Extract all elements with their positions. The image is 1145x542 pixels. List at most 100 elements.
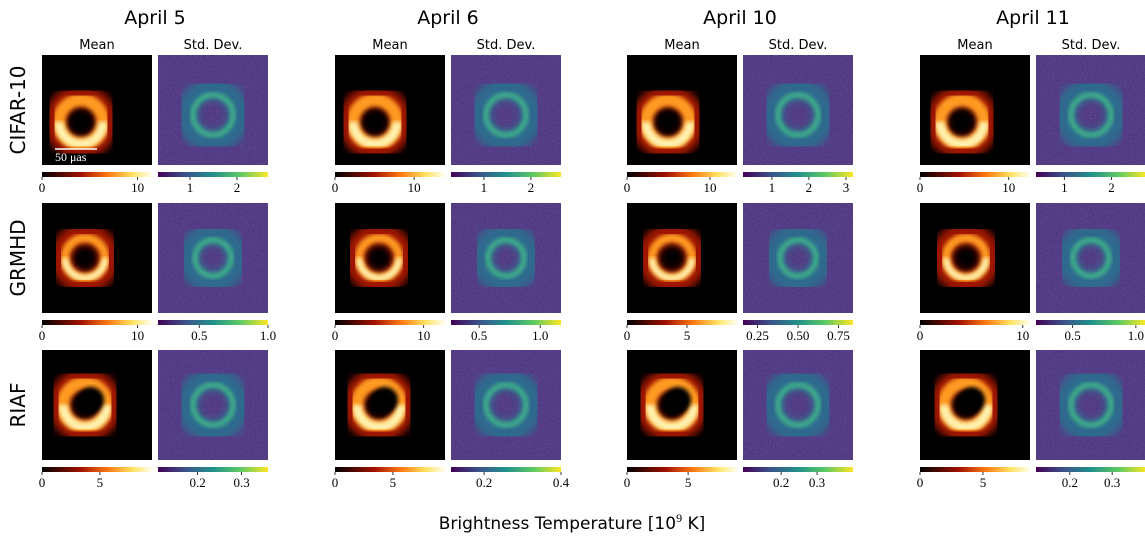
colorbar-tick-label: 0 — [39, 180, 46, 195]
std-image — [1036, 55, 1145, 165]
colorbar — [158, 320, 268, 325]
panel-title: Std. Dev. — [184, 38, 243, 53]
colorbar — [42, 467, 152, 472]
mean-image — [627, 203, 737, 313]
bright-arc — [935, 121, 989, 149]
bright-arc — [62, 257, 108, 281]
hole — [372, 387, 398, 413]
bright-arc — [943, 257, 989, 281]
colorbar-tick-label: 2 — [234, 180, 241, 195]
panel-title: Std. Dev. — [1062, 38, 1121, 53]
noise — [158, 203, 268, 313]
row-label: RIAF — [6, 383, 30, 428]
ring — [777, 237, 819, 279]
colorbar-tick-label: 1 — [481, 180, 488, 195]
mean-image — [335, 203, 445, 313]
colorbar-tick-label: 0 — [624, 328, 631, 343]
colorbar-tick-label: 1.0 — [532, 328, 548, 343]
hole — [959, 387, 985, 413]
colorbar-tick-label: 1 — [769, 180, 776, 195]
bright-arc — [352, 404, 406, 432]
colorbar-tick-label: 0.2 — [773, 475, 789, 490]
panel-title: Std. Dev. — [769, 38, 828, 53]
colorbar — [627, 467, 737, 472]
colorbar-tick-label: 0 — [917, 475, 924, 490]
ring — [190, 382, 236, 428]
colorbar — [158, 172, 268, 177]
scale-bar-label: 50 μas — [55, 150, 87, 164]
std-image — [451, 55, 561, 165]
std-image — [451, 350, 561, 460]
glow — [471, 223, 541, 293]
colorbar — [451, 320, 561, 325]
ring — [1068, 92, 1114, 138]
row-label: CIFAR-10 — [6, 66, 30, 155]
colorbar-tick-label: 0.3 — [1104, 475, 1120, 490]
ring — [192, 237, 234, 279]
colorbar-tick-label: 10 — [1016, 328, 1029, 343]
mean-image — [335, 350, 445, 460]
colorbar — [1036, 172, 1145, 177]
colorbar-tick-label: 10 — [131, 180, 144, 195]
x-label-sup: 9 — [676, 511, 682, 525]
colorbar — [335, 172, 445, 177]
colorbar-tick-label: 5 — [684, 328, 691, 343]
colorbar-tick-label: 0.3 — [233, 475, 249, 490]
mean-image — [42, 203, 152, 313]
glow — [763, 223, 833, 293]
colorbar — [743, 172, 853, 177]
colorbar-tick-label: 0 — [332, 180, 339, 195]
noise — [743, 203, 853, 313]
colorbar — [1036, 320, 1145, 325]
colorbar — [158, 467, 268, 472]
mean-image — [920, 350, 1030, 460]
mean-image — [335, 55, 445, 165]
colorbar — [743, 320, 853, 325]
mean-image — [42, 350, 152, 460]
colorbar-tick-label: 1 — [187, 180, 194, 195]
colorbar — [451, 172, 561, 177]
glow — [761, 368, 835, 442]
noise — [451, 203, 561, 313]
colorbar-tick-label: 2 — [806, 180, 813, 195]
row-label: GRMHD — [6, 219, 30, 296]
glow — [469, 78, 543, 152]
colorbar-tick-label: 1 — [1061, 180, 1068, 195]
colorbar-tick-label: 5 — [685, 475, 692, 490]
mean-image — [627, 55, 737, 165]
std-image — [158, 203, 268, 313]
colorbar-tick-label: 0.2 — [1062, 475, 1078, 490]
colorbar-tick-label: 3 — [843, 180, 850, 195]
ring — [485, 237, 527, 279]
ring — [775, 382, 821, 428]
std-image — [743, 350, 853, 460]
glow — [1054, 368, 1128, 442]
column-title: April 5 — [124, 7, 186, 29]
std-image — [1036, 203, 1145, 313]
colorbar-tick-label: 0.75 — [827, 328, 850, 343]
glow — [761, 78, 835, 152]
colorbar-tick-label: 5 — [390, 475, 397, 490]
glow — [176, 368, 250, 442]
colorbar-tick-label: 5 — [980, 475, 987, 490]
colorbar-tick-label: 10 — [1002, 180, 1015, 195]
panel-title: Std. Dev. — [477, 38, 536, 53]
colorbar — [42, 320, 152, 325]
colorbar-tick-label: 10 — [408, 180, 421, 195]
noise — [158, 350, 268, 460]
colorbar-tick-label: 10 — [417, 328, 430, 343]
colorbar — [743, 467, 853, 472]
bright-arc — [939, 404, 993, 432]
colorbar — [920, 172, 1030, 177]
colorbar — [920, 320, 1030, 325]
colorbar-tick-label: 0.4 — [553, 475, 570, 490]
panel-title: Mean — [372, 38, 407, 53]
colorbar — [920, 467, 1030, 472]
colorbar-tick-label: 0 — [624, 180, 631, 195]
bright-arc — [54, 121, 108, 149]
colorbar-tick-label: 0 — [917, 180, 924, 195]
bright-arc — [645, 404, 699, 432]
glow — [176, 78, 250, 152]
colorbar-tick-label: 0 — [624, 475, 631, 490]
colorbar-tick-label: 10 — [704, 180, 717, 195]
